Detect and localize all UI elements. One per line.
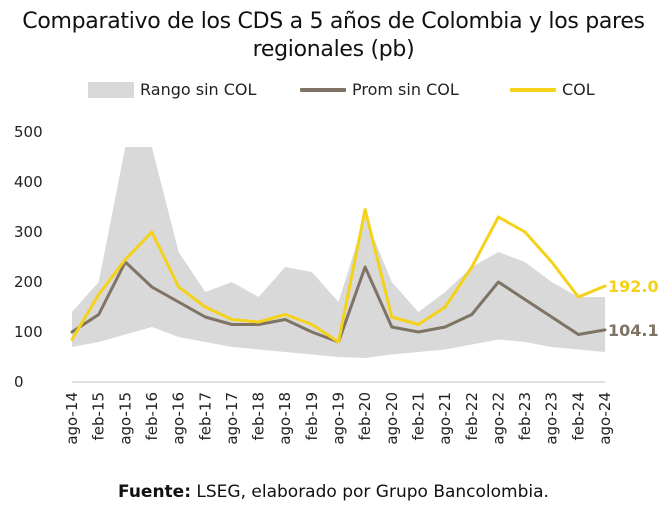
x-tick-label: ago-17 <box>223 392 241 445</box>
source-note: Fuente: LSEG, elaborado por Grupo Bancol… <box>0 482 667 502</box>
end-label: 192.0 <box>608 277 659 296</box>
x-tick-label: ago-19 <box>330 392 348 445</box>
y-tick-label: 300 <box>14 223 43 241</box>
x-tick-label: ago-21 <box>436 392 454 445</box>
source-prefix: Fuente: <box>118 482 192 502</box>
chart-title: Comparativo de los CDS a 5 años de Colom… <box>22 9 645 62</box>
legend-item-range: Rango sin COL <box>88 80 256 99</box>
y-tick-label: 100 <box>14 323 43 341</box>
chart-legend: Rango sin COL Prom sin COL COL <box>0 80 667 104</box>
x-tick-label: ago-18 <box>276 392 294 445</box>
chart-plot: 0 100 200 300 400 500 ago-14 feb-15 ago-15 feb-16… <box>14 123 659 445</box>
x-tick-label: feb-23 <box>516 392 534 441</box>
x-tick-label: ago-15 <box>116 392 134 445</box>
legend-item-col: COL <box>510 80 595 99</box>
y-tick-label: 200 <box>14 273 43 291</box>
x-tick-label: feb-21 <box>409 392 427 441</box>
x-tick-label: ago-20 <box>383 392 401 445</box>
x-tick-label: feb-18 <box>250 392 268 441</box>
legend-label-average: Prom sin COL <box>352 80 459 99</box>
range-band <box>72 147 605 358</box>
x-tick-label: feb-22 <box>463 392 481 441</box>
x-tick-label: feb-24 <box>569 392 587 441</box>
series-line-col <box>70 208 607 344</box>
x-tick-label: feb-17 <box>196 392 214 441</box>
x-tick-label: feb-20 <box>356 392 374 441</box>
x-tick-label: ago-16 <box>170 392 188 445</box>
x-tick-label: ago-22 <box>489 392 507 445</box>
legend-swatch-col <box>510 87 556 92</box>
legend-label-col: COL <box>562 80 595 99</box>
x-tick-label: ago-24 <box>596 392 614 445</box>
y-tick-label: 500 <box>14 123 43 141</box>
y-tick-label: 0 <box>14 373 24 391</box>
x-tick-label: feb-15 <box>90 392 108 441</box>
x-tick-label: ago-23 <box>543 392 561 445</box>
source-text: LSEG, elaborado por Grupo Bancolombia. <box>191 482 549 502</box>
legend-swatch-average <box>300 87 346 92</box>
legend-swatch-range <box>88 81 134 98</box>
x-tick-label: feb-16 <box>143 392 161 441</box>
x-tick-label: feb-19 <box>303 392 321 441</box>
legend-label-range: Rango sin COL <box>140 80 257 99</box>
x-tick-label: ago-14 <box>63 392 81 445</box>
end-label: 104.1 <box>608 321 659 340</box>
y-tick-label: 400 <box>14 173 43 191</box>
legend-item-average: Prom sin COL <box>300 80 459 99</box>
